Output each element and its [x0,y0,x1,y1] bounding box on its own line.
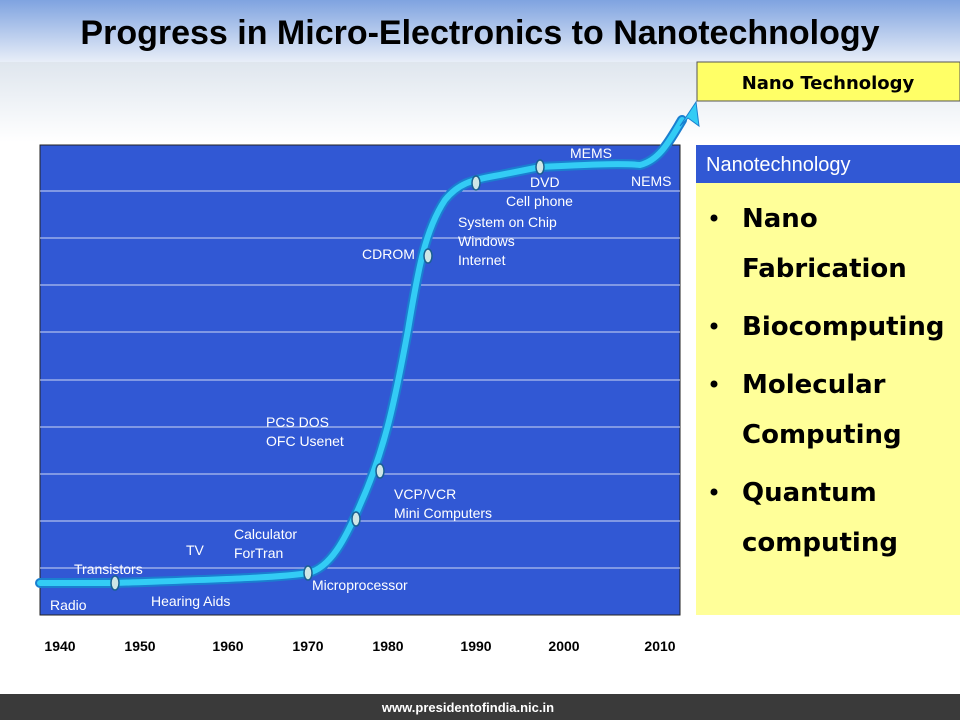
info-panel [696,145,960,615]
year-label: 1960 [212,638,243,654]
event-label: VCP/VCR [394,486,456,502]
event-label: CDROM [362,246,415,262]
info-item: computing [742,528,898,558]
year-label: 2000 [548,638,579,654]
header-bar [0,0,960,62]
event-label: System on Chip [458,214,557,230]
event-label: OFC Usenet [266,433,344,449]
event-label: Hearing Aids [151,593,230,609]
footer-bar [0,694,960,720]
info-items: Nano Fabrication Biocomputing Molecular Comp… [710,204,945,558]
year-label: 1990 [460,638,491,654]
slide-title: Progress in Micro-Electronics to Nanotec… [80,14,879,52]
event-label: DVD [530,174,560,190]
event-label: Microprocessor [312,577,408,593]
event-label: Cell phone [506,193,573,209]
event-label: Transistors [74,561,143,577]
info-item: Biocomputing [742,312,945,342]
info-item: Molecular [742,370,886,400]
milestones [110,159,545,591]
info-panel-header [696,145,960,183]
bullet [710,488,718,496]
info-item: Nano [742,204,818,234]
event-labels: Radio Transistors Hearing Aids TV Calcul… [50,145,671,613]
event-label: Internet [458,252,506,268]
event-label: Windows [458,233,515,249]
badge [696,61,960,102]
event-label: Calculator [234,526,297,542]
event-label: TV [186,542,205,558]
year-label: 1950 [124,638,155,654]
year-label: 2010 [644,638,675,654]
bullet [710,322,718,330]
year-label: 1940 [44,638,75,654]
year-label: 1970 [292,638,323,654]
curve-arrow [679,100,700,128]
event-label: ForTran [234,545,283,561]
info-item: Quantum [742,478,877,508]
event-label: Radio [50,597,87,613]
event-label: PCS DOS [266,414,329,430]
footer-url: www.presidentofindia.nic.in [381,700,554,715]
event-label: MEMS [570,145,612,161]
badge-text: Nano Technology [742,73,915,94]
bullet [710,380,718,388]
year-labels: 1940 1950 1960 1970 1980 1990 2000 2010 [44,638,675,654]
info-panel-title: Nanotechnology [706,154,851,176]
info-item: Computing [742,420,902,450]
year-label: 1980 [372,638,403,654]
bullet [710,214,718,222]
event-label: Mini Computers [394,505,492,521]
info-item: Fabrication [742,254,907,284]
event-label: NEMS [631,173,671,189]
